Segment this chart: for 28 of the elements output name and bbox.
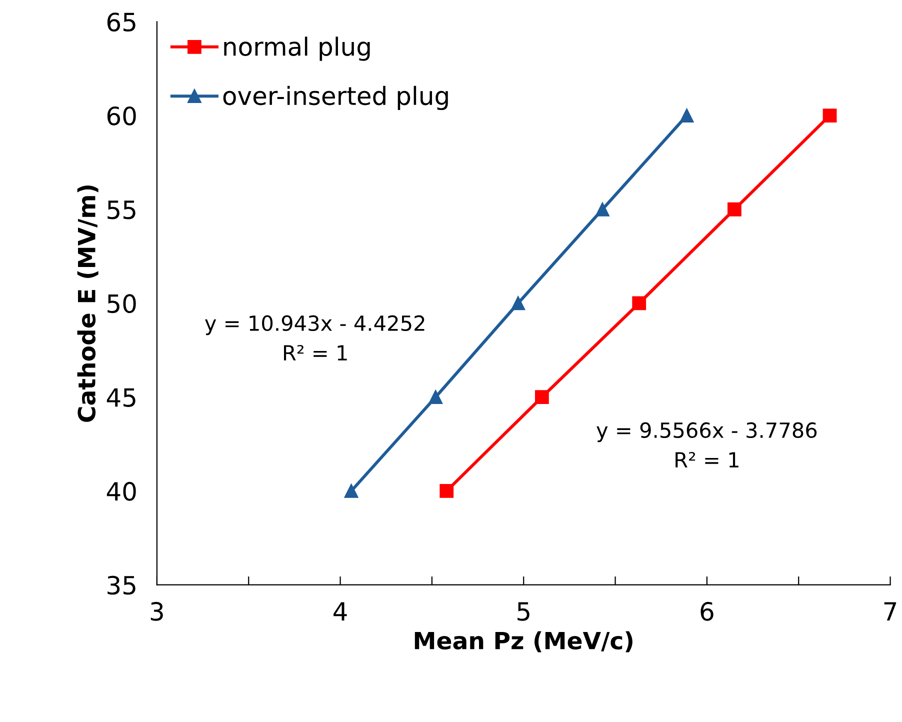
x-tick-label: 5 bbox=[518, 602, 530, 621]
legend-label: normal plug bbox=[224, 36, 370, 61]
y-tick-label: 60 bbox=[107, 106, 136, 126]
point bbox=[511, 296, 526, 310]
y-axis-title: Cathode E (MV/m) bbox=[77, 185, 98, 422]
x-tick-label: 3 bbox=[150, 602, 163, 621]
point bbox=[596, 202, 610, 216]
x-tick-label: 7 bbox=[884, 602, 896, 620]
point bbox=[727, 202, 742, 216]
y-tick-label: 40 bbox=[106, 482, 136, 501]
annotation: y = 9.5566x - 3.7786 R² = 1 bbox=[596, 422, 817, 468]
legend-label: over-inserted plug bbox=[223, 86, 448, 110]
x-tick-label: 4 bbox=[334, 602, 347, 620]
point bbox=[440, 484, 454, 498]
y-tick-label: 65 bbox=[107, 12, 136, 32]
point bbox=[680, 108, 694, 122]
y-tick-label: 35 bbox=[108, 576, 136, 595]
point bbox=[822, 108, 837, 122]
x-axis-title: Mean Pz (MeV/c) bbox=[414, 631, 632, 652]
x-tick-label: 6 bbox=[700, 602, 714, 621]
y-tick-label: 55 bbox=[108, 200, 136, 220]
point bbox=[632, 296, 646, 310]
annotation: y = 10.943x - 4.4252 R² = 1 bbox=[205, 315, 424, 360]
y-tick-label: 45 bbox=[106, 388, 136, 407]
y-tick-label: 50 bbox=[108, 294, 136, 314]
point bbox=[344, 484, 358, 498]
point bbox=[535, 390, 549, 404]
point bbox=[428, 390, 443, 404]
